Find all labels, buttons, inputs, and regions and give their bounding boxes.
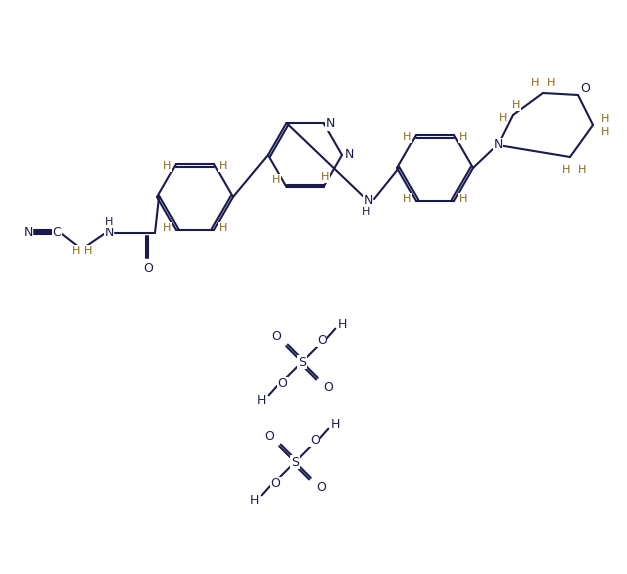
Text: H: H [219,161,227,171]
Text: C: C [53,226,61,239]
Text: H: H [531,78,539,88]
Text: O: O [271,329,281,343]
Text: H: H [459,194,467,204]
Text: S: S [291,456,299,468]
Text: N: N [493,138,503,152]
Text: H: H [601,127,609,137]
Text: H: H [512,100,520,110]
Text: N: N [363,193,372,207]
Text: H: H [321,172,330,182]
Text: H: H [72,246,80,256]
Text: H: H [257,394,266,407]
Text: N: N [23,226,33,239]
Text: O: O [310,434,320,447]
Text: H: H [105,217,113,227]
Text: S: S [298,355,306,369]
Text: N: N [104,227,113,239]
Text: N: N [344,149,354,161]
Text: O: O [277,377,287,390]
Text: H: H [330,418,340,431]
Text: H: H [578,165,586,175]
Text: H: H [338,318,347,331]
Text: H: H [499,113,507,123]
Text: O: O [264,430,274,443]
Text: O: O [323,381,333,394]
Text: N: N [326,118,335,130]
Text: O: O [143,262,153,276]
Text: H: H [403,132,411,142]
Text: O: O [270,478,280,490]
Text: O: O [316,481,326,494]
Text: H: H [219,223,227,233]
Text: H: H [250,494,260,507]
Text: H: H [459,132,467,142]
Text: H: H [601,114,609,124]
Text: H: H [163,223,171,233]
Text: H: H [163,161,171,171]
Text: H: H [362,207,370,217]
Text: H: H [403,194,411,204]
Text: O: O [580,82,590,95]
Text: H: H [84,246,92,256]
Text: H: H [272,175,281,185]
Text: H: H [547,78,555,88]
Text: H: H [562,165,570,175]
Text: O: O [317,333,327,347]
